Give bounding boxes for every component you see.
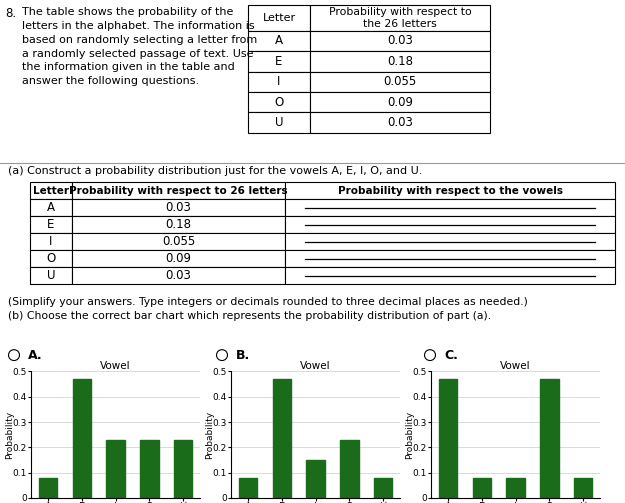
Bar [72, 379, 91, 498]
Bar [39, 478, 58, 498]
Text: 0.18: 0.18 [166, 218, 191, 231]
Bar [30, 267, 72, 284]
Bar [310, 51, 490, 71]
Text: 0.055: 0.055 [162, 235, 195, 248]
Bar [540, 379, 559, 498]
Bar [248, 112, 310, 133]
Text: Probability with respect to 26 letters: Probability with respect to 26 letters [69, 186, 288, 196]
Title: Vowel: Vowel [301, 361, 331, 371]
Bar [248, 71, 310, 92]
Text: I: I [49, 235, 52, 248]
Bar [285, 267, 615, 284]
Text: the 26 letters: the 26 letters [363, 19, 437, 29]
Text: Probability with respect to the vowels: Probability with respect to the vowels [338, 186, 562, 196]
Bar [272, 379, 291, 498]
Text: O: O [274, 96, 284, 109]
Text: 0.03: 0.03 [166, 201, 191, 214]
Bar [72, 250, 285, 267]
Text: A: A [275, 34, 283, 47]
Text: based on randomly selecting a letter from: based on randomly selecting a letter fro… [22, 35, 258, 45]
Text: answer the following questions.: answer the following questions. [22, 76, 199, 86]
Text: A: A [47, 201, 55, 214]
Bar [285, 233, 615, 250]
Text: C.: C. [444, 349, 458, 362]
Text: a randomly selected passage of text. Use: a randomly selected passage of text. Use [22, 48, 254, 58]
Bar [72, 216, 285, 233]
Bar [30, 199, 72, 216]
Bar [239, 478, 258, 498]
Text: A.: A. [28, 349, 42, 362]
Text: I: I [278, 75, 281, 88]
Bar [248, 5, 310, 31]
Bar [72, 233, 285, 250]
Text: 0.09: 0.09 [166, 252, 191, 265]
Bar [472, 478, 491, 498]
Text: Probability with respect to: Probability with respect to [329, 7, 471, 17]
Bar [248, 51, 310, 71]
Bar [30, 182, 72, 199]
Bar [310, 112, 490, 133]
Bar [340, 440, 359, 498]
Bar [106, 440, 125, 498]
Text: (b) Choose the correct bar chart which represents the probability distribution o: (b) Choose the correct bar chart which r… [8, 311, 491, 321]
Bar [439, 379, 458, 498]
Bar [506, 478, 525, 498]
Bar [72, 182, 285, 199]
Text: Letter: Letter [262, 13, 296, 23]
Text: 0.055: 0.055 [383, 75, 417, 88]
Text: (Simplify your answers. Type integers or decimals rounded to three decimal place: (Simplify your answers. Type integers or… [8, 297, 528, 307]
Bar [306, 460, 325, 498]
Bar [374, 478, 392, 498]
Bar [174, 440, 192, 498]
Text: letters in the alphabet. The information is: letters in the alphabet. The information… [22, 21, 254, 31]
Y-axis label: Probability: Probability [206, 410, 214, 459]
Bar [72, 199, 285, 216]
Bar [574, 478, 592, 498]
Text: Letter: Letter [33, 186, 69, 196]
Text: 0.03: 0.03 [387, 34, 413, 47]
Text: 0.03: 0.03 [166, 269, 191, 282]
Text: the information given in the table and: the information given in the table and [22, 62, 235, 72]
Text: (a) Construct a probability distribution just for the vowels A, E, I, O, and U.: (a) Construct a probability distribution… [8, 166, 422, 176]
Y-axis label: Probability: Probability [6, 410, 14, 459]
Text: 0.09: 0.09 [387, 96, 413, 109]
Bar [285, 182, 615, 199]
Text: E: E [48, 218, 55, 231]
Bar [310, 92, 490, 112]
Title: Vowel: Vowel [500, 361, 531, 371]
Bar [72, 267, 285, 284]
Text: 0.18: 0.18 [387, 55, 413, 68]
Bar [30, 250, 72, 267]
Text: The table shows the probability of the: The table shows the probability of the [22, 7, 233, 17]
Bar [285, 250, 615, 267]
Bar [248, 92, 310, 112]
Bar [310, 71, 490, 92]
Bar [140, 440, 159, 498]
Bar [248, 31, 310, 51]
Bar [285, 216, 615, 233]
Y-axis label: Probability: Probability [406, 410, 414, 459]
Title: Vowel: Vowel [100, 361, 131, 371]
Bar [310, 5, 490, 31]
Bar [30, 216, 72, 233]
Text: 0.03: 0.03 [387, 116, 413, 129]
Bar [30, 233, 72, 250]
Text: E: E [275, 55, 282, 68]
Text: U: U [47, 269, 55, 282]
Text: 8.: 8. [5, 7, 16, 20]
Bar [285, 199, 615, 216]
Bar [310, 31, 490, 51]
Text: U: U [275, 116, 283, 129]
Text: B.: B. [236, 349, 250, 362]
Text: O: O [46, 252, 56, 265]
